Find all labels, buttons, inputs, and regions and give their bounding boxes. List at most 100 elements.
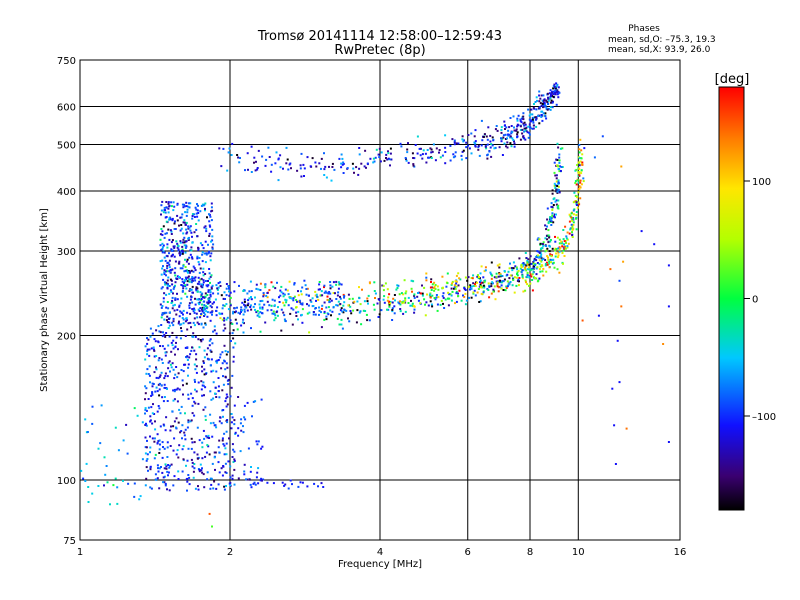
data-point (183, 434, 186, 437)
data-point (563, 255, 566, 257)
data-point (163, 383, 166, 386)
data-point (202, 279, 205, 282)
data-point (506, 141, 509, 144)
data-point (198, 271, 201, 274)
data-point (500, 137, 502, 140)
data-point (310, 300, 313, 303)
data-point (351, 162, 354, 165)
data-point (538, 122, 541, 125)
data-point (271, 312, 274, 315)
data-point (183, 236, 186, 239)
data-point (242, 431, 245, 434)
data-point (178, 444, 181, 447)
data-point (205, 230, 208, 233)
data-point (552, 204, 555, 206)
data-point (164, 259, 167, 262)
data-point (367, 294, 370, 297)
data-point (541, 119, 544, 122)
data-point (461, 150, 464, 153)
data-point (555, 180, 558, 183)
data-point (521, 269, 524, 272)
data-point (551, 192, 554, 195)
data-point (167, 471, 170, 474)
data-point (526, 131, 529, 134)
data-point (225, 283, 228, 285)
data-point (500, 284, 503, 287)
data-point (547, 234, 550, 237)
data-point (197, 261, 200, 263)
data-point (483, 133, 486, 136)
data-point (186, 480, 189, 483)
data-point (109, 503, 111, 506)
colorbar-tick-label: 0 (752, 295, 758, 306)
data-point (158, 394, 161, 397)
data-point (200, 298, 203, 300)
data-point (187, 202, 190, 205)
data-point (173, 420, 176, 423)
data-point (549, 258, 552, 261)
data-point (213, 329, 216, 332)
data-point (320, 167, 322, 170)
data-point (150, 347, 153, 350)
data-point (243, 308, 246, 311)
data-point (504, 133, 507, 136)
data-point (193, 307, 196, 310)
data-point (182, 232, 185, 235)
data-point (431, 150, 434, 153)
data-point (522, 122, 525, 125)
data-point (201, 441, 204, 444)
data-point (557, 189, 560, 192)
data-point (189, 312, 192, 315)
data-point (618, 279, 621, 282)
data-point (204, 202, 207, 205)
data-point (579, 179, 582, 182)
data-point (178, 388, 181, 391)
data-point (576, 206, 579, 209)
data-point (145, 372, 148, 375)
data-point (323, 284, 326, 287)
data-point (273, 312, 275, 315)
data-point (166, 315, 169, 318)
data-point (453, 139, 456, 142)
data-point (196, 453, 199, 456)
data-point (262, 293, 265, 296)
data-point (469, 286, 472, 289)
data-point (524, 252, 527, 254)
data-point (188, 476, 191, 479)
data-point (193, 213, 196, 216)
data-point (541, 243, 544, 245)
data-point (169, 464, 171, 467)
data-point (152, 403, 154, 406)
data-point (391, 308, 394, 311)
data-point (220, 294, 223, 297)
data-point (543, 104, 546, 107)
data-point (464, 276, 467, 279)
data-point (557, 247, 560, 250)
data-point (501, 280, 504, 283)
data-point (87, 486, 90, 488)
data-point (295, 311, 298, 314)
data-point (180, 249, 183, 252)
data-point (221, 474, 224, 477)
data-point (557, 146, 560, 149)
data-point (467, 134, 470, 136)
data-point (200, 277, 203, 280)
data-point (579, 138, 582, 141)
data-point (242, 425, 244, 428)
data-point (550, 217, 553, 220)
data-point (163, 206, 166, 209)
data-point (209, 487, 212, 490)
data-point (470, 277, 473, 279)
data-point (164, 335, 167, 338)
data-point (319, 288, 321, 291)
data-point (438, 149, 441, 151)
data-point (366, 162, 369, 165)
data-point (553, 266, 556, 269)
data-point (490, 282, 493, 285)
data-point (532, 268, 535, 271)
data-point (516, 131, 519, 134)
data-point (153, 440, 156, 443)
data-point (301, 302, 304, 305)
data-point (283, 314, 286, 317)
data-point (217, 461, 220, 464)
